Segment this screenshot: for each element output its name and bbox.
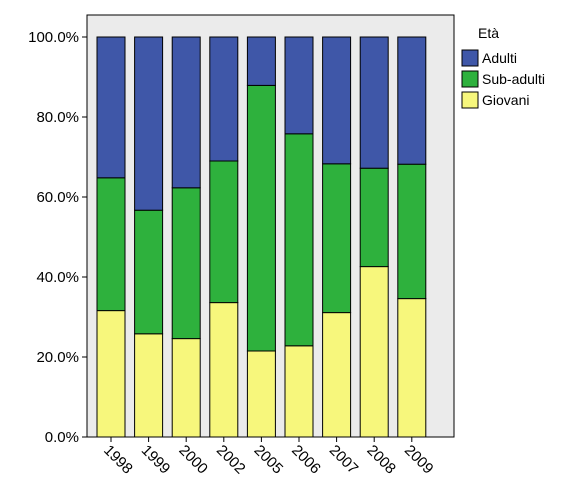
y-tick-label: 80.0% xyxy=(36,109,79,126)
bar-giovani-1998 xyxy=(96,310,126,438)
bar-giovani-2005 xyxy=(246,350,276,438)
legend-label-giovani: Giovani xyxy=(482,92,529,108)
x-tick-label: 2005 xyxy=(251,442,287,478)
legend-title: Età xyxy=(478,25,499,41)
bar-sub-adulti-2000 xyxy=(171,187,201,340)
bar-giovani-2009 xyxy=(397,298,427,438)
bar-sub-adulti-1998 xyxy=(96,177,126,312)
bar-adulti-1998 xyxy=(96,36,126,179)
legend-swatch-sub-adulti xyxy=(461,70,479,88)
bar-adulti-2000 xyxy=(171,36,201,189)
bar-adulti-2002 xyxy=(209,36,239,162)
bar-adulti-2009 xyxy=(397,36,427,165)
bar-group xyxy=(96,36,427,438)
bar-giovani-2000 xyxy=(171,338,201,438)
y-axis: 0.0% 20.0% 40.0% 60.0% 80.0% 100.0% xyxy=(28,29,87,446)
bar-adulti-1999 xyxy=(134,36,164,211)
x-tick-label: 1998 xyxy=(100,442,136,478)
bar-giovani-1999 xyxy=(134,333,164,438)
x-tick-label: 2002 xyxy=(213,442,249,478)
bar-giovani-2002 xyxy=(209,302,239,438)
legend-swatch-adulti xyxy=(461,49,479,67)
x-tick-label: 1999 xyxy=(138,442,174,478)
x-tick-label: 2006 xyxy=(288,442,324,478)
bar-sub-adulti-2007 xyxy=(322,163,352,314)
bar-sub-adulti-2002 xyxy=(209,160,239,304)
bar-adulti-2006 xyxy=(284,36,314,135)
x-tick-label: 2000 xyxy=(175,442,211,478)
y-tick-label: 100.0% xyxy=(28,29,79,46)
bar-sub-adulti-2009 xyxy=(397,163,427,300)
y-tick-label: 0.0% xyxy=(45,429,79,446)
x-tick-label: 2007 xyxy=(326,442,362,478)
x-tick-label: 2009 xyxy=(401,442,437,478)
bar-adulti-2005 xyxy=(246,36,276,86)
bar-adulti-2007 xyxy=(322,36,352,165)
bar-sub-adulti-1999 xyxy=(134,209,164,335)
bar-adulti-2008 xyxy=(359,36,389,169)
bar-giovani-2007 xyxy=(322,312,352,438)
y-tick-label: 60.0% xyxy=(36,189,79,206)
y-tick-label: 20.0% xyxy=(36,349,79,366)
bar-sub-adulti-2005 xyxy=(246,84,276,352)
x-tick-label: 2008 xyxy=(363,442,399,478)
legend-label-sub-adulti: Sub-adulti xyxy=(482,71,545,87)
legend-label-adulti: Adulti xyxy=(482,50,517,66)
bar-sub-adulti-2008 xyxy=(359,167,389,268)
legend-swatch-giovani xyxy=(461,91,479,109)
y-tick-label: 40.0% xyxy=(36,269,79,286)
bar-giovani-2006 xyxy=(284,345,314,438)
bar-giovani-2008 xyxy=(359,266,389,438)
bar-sub-adulti-2006 xyxy=(284,133,314,347)
legend: Età Adulti Sub-adulti Giovani xyxy=(461,25,545,109)
x-axis: 1998 1999 2000 2002 2005 2006 2007 2008 2009 xyxy=(100,437,437,478)
